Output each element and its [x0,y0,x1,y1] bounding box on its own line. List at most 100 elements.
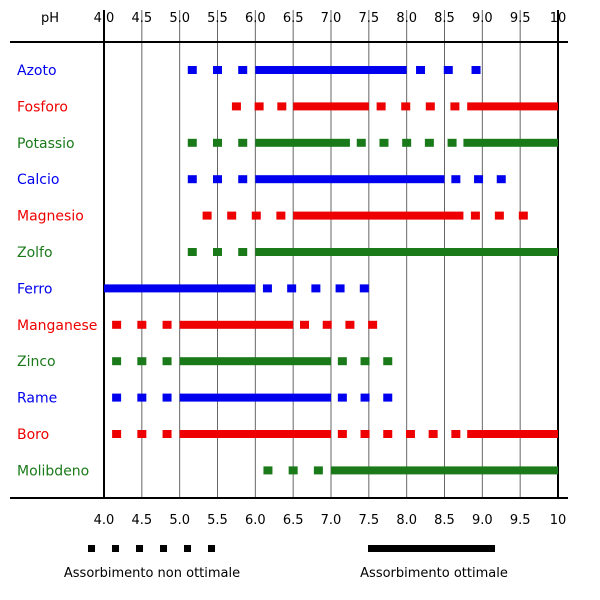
legend-dash [112,545,119,552]
nutrient-label: Boro [17,427,49,443]
optimal-bar [179,320,294,329]
optimal-bar [331,466,558,475]
top-tick-label: 10 [550,11,567,26]
non-optimal-dash [368,320,378,329]
non-optimal-dash [360,357,370,366]
non-optimal-dash [263,466,273,475]
non-optimal-dash [300,320,310,329]
top-tick-label: 9.5 [510,11,531,26]
non-optimal-dash [254,102,264,111]
non-optimal-dash [238,66,248,74]
legend-dash [208,545,215,552]
non-optimal-dash [137,393,147,402]
optimal-bar [255,175,445,184]
bottom-tick-label: 10 [550,513,567,528]
non-optimal-dash [112,357,122,366]
non-optimal-dash [402,138,412,147]
bottom-tick-labels: 4.0 4.5 5.0 5.5 6.0 6.5 7.0 7.5 8.0 8.5 9.0 9.5 10 [94,513,567,528]
non-optimal-dash [162,430,172,438]
nutrient-row: Rame [17,391,393,407]
non-optimal-dash [238,138,248,147]
top-tick-label: 8.0 [396,11,417,26]
non-optimal-dash [187,66,197,74]
nutrient-label: Ferro [17,281,52,297]
top-tick-label: 6.0 [245,11,266,26]
non-optimal-dash [276,211,286,220]
bottom-tick-label: 7.5 [358,513,379,528]
non-optimal-dash [227,211,237,220]
legend-dash [136,545,143,552]
non-optimal-dash [425,102,435,111]
nutrient-row: Fosforo [17,99,558,115]
non-optimal-dash [405,430,415,438]
non-optimal-dash [471,66,481,74]
non-optimal-dash [443,66,453,74]
non-optimal-dash [162,357,172,366]
nutrient-row: Manganese [17,318,378,334]
non-optimal-dash [360,393,370,402]
bottom-tick-label: 4.0 [94,513,115,528]
non-optimal-dash [238,175,248,184]
legend-optimal-swatch [368,545,495,552]
optimal-bar [255,66,407,74]
top-tick-label: 8.5 [434,11,455,26]
non-optimal-dash [187,138,197,147]
non-optimal-dash [202,211,212,220]
non-optimal-dash [376,102,386,111]
non-optimal-dash [450,102,460,111]
bottom-tick-label: 5.0 [169,513,190,528]
nutrient-row: Boro [17,427,558,443]
non-optimal-dash [251,211,261,220]
bottom-tick-label: 9.0 [472,513,493,528]
optimal-bar [179,430,331,438]
bottom-tick-label: 6.5 [283,513,304,528]
non-optimal-dash [187,175,197,184]
non-optimal-dash [359,284,369,293]
nutrient-label: Fosforo [17,99,68,115]
non-optimal-dash [213,66,222,74]
non-optimal-dash [383,393,393,402]
non-optimal-dash [137,320,147,329]
non-optimal-dash [451,430,461,438]
non-optimal-dash [518,211,528,220]
non-optimal-dash [213,175,222,184]
nutrient-row: Ferro [17,281,369,297]
top-tick-label: 5.0 [169,11,190,26]
nutrient-label: Zinco [17,354,56,370]
top-tick-labels: 4.0 4.5 5.0 5.5 6.0 6.5 7.0 7.5 8.0 8.5 9.0 9.5 10 [94,11,567,26]
non-optimal-dash [213,138,222,147]
non-optimal-dash [112,393,122,402]
nutrient-label: Rame [17,391,57,407]
nutrient-label: Azoto [17,63,57,79]
non-optimal-dash [337,393,347,402]
non-optimal-dash [337,357,347,366]
top-tick-label: 9.0 [472,11,493,26]
bottom-tick-label: 8.0 [396,513,417,528]
non-optimal-dash [112,320,122,329]
optimal-bar [179,393,331,402]
nutrient-row: Zinco [17,354,393,370]
top-tick-label: 7.5 [358,11,379,26]
non-optimal-dash [451,175,461,184]
optimal-bar [467,102,558,111]
nutrient-label: Zolfo [17,245,53,261]
legend-optimal-label: Assorbimento ottimale [360,566,508,581]
nutrient-row: Calcio [17,172,506,188]
non-optimal-dash [213,248,222,256]
bottom-tick-label: 6.0 [245,513,266,528]
non-optimal-dash [137,357,147,366]
top-tick-label: 7.0 [321,11,342,26]
optimal-bar [467,430,558,438]
non-optimal-dash [496,175,506,184]
non-optimal-dash [231,102,241,111]
non-optimal-dash [356,138,366,147]
bottom-tick-label: 9.5 [510,513,531,528]
legend-dash [184,545,191,552]
nutrient-label: Magnesio [17,209,84,225]
nutrient-label: Manganese [17,318,97,334]
nutrient-label: Molibdeno [17,463,89,479]
nutrient-row: Zolfo [17,245,559,261]
non-optimal-dash [424,138,434,147]
non-optimal-dash [337,430,347,438]
non-optimal-dash [262,284,272,293]
